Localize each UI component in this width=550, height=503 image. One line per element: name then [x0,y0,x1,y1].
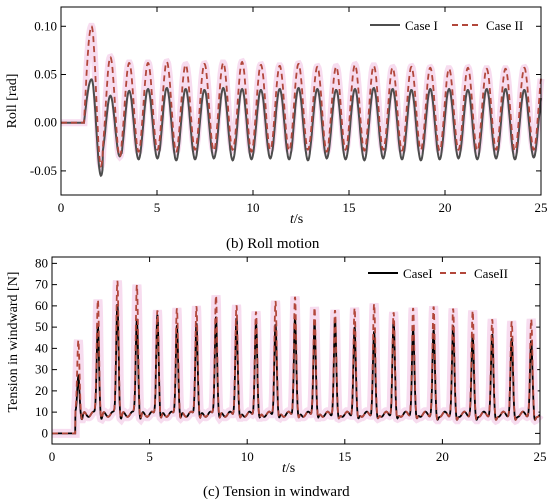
tension-x-tick-label: 0 [49,449,56,464]
tension-chart: 0 5 10 15 20 25 0 10 20 30 40 50 60 70 80 Tension in w… [6,255,547,500]
roll-y-axis-label: Roll [rad] [5,74,20,129]
roll-plot-frame [60,6,542,196]
roll-y-tick-label: 0.05 [34,66,57,81]
roll-x-tick-label: 15 [343,200,356,215]
tension-plot-frame [51,256,541,445]
roll-x-tick-label: 5 [154,200,161,215]
tension-y-axis-label: Tension in windward [N] [6,272,21,413]
tension-x-axis-label: t/s [282,461,295,476]
roll-series-case-i [61,78,542,178]
tension-x-tick-label: 20 [436,449,449,464]
legend-label-case-ii: Case II [486,18,523,33]
tension-y-tick-label: 0 [42,425,49,440]
roll-x-tick-label: 25 [535,200,548,215]
tension-legend: CaseI CaseII [368,266,508,281]
tension-series-casei [52,303,541,435]
roll-y-tick-label: 0.10 [34,18,57,33]
tension-y-tick-label: 70 [35,277,48,292]
roll-x-tick-label: 0 [58,200,65,215]
roll-series-case-ii [61,25,542,168]
legend-label-casei: CaseI [403,266,433,281]
roll-motion-chart: 0 5 10 15 20 25 -0.05 0.00 0.05 0.10 Roll [rad] t… [5,6,548,252]
roll-y-tick-label: -0.05 [30,163,57,178]
legend-label-case-i: Case I [405,18,438,33]
tension-x-tick-label: 25 [534,449,547,464]
panel-c-caption: (c) Tension in windward [203,484,350,500]
roll-x-tick-label: 10 [247,200,260,215]
tension-y-tick-label: 10 [35,404,48,419]
tension-x-tick-label: 10 [241,449,254,464]
roll-legend: Case I Case II [370,18,523,33]
legend-label-caseii: CaseII [474,266,508,281]
roll-x-axis-label: t/s [290,212,303,227]
tension-y-tick-label: 40 [35,340,48,355]
tension-y-tick-label: 30 [35,362,48,377]
tension-y-tick-label: 80 [35,255,48,270]
tension-y-tick-label: 60 [35,298,48,313]
roll-y-tick-label: 0.00 [34,115,57,130]
panel-b-caption: (b) Roll motion [226,236,320,252]
tension-x-tick-label: 5 [146,449,153,464]
tension-series-caseii [52,280,541,435]
tension-y-tick-label: 20 [35,383,48,398]
tension-x-tick-label: 15 [338,449,351,464]
tension-y-tick-label: 50 [35,319,48,334]
roll-x-tick-label: 20 [439,200,452,215]
